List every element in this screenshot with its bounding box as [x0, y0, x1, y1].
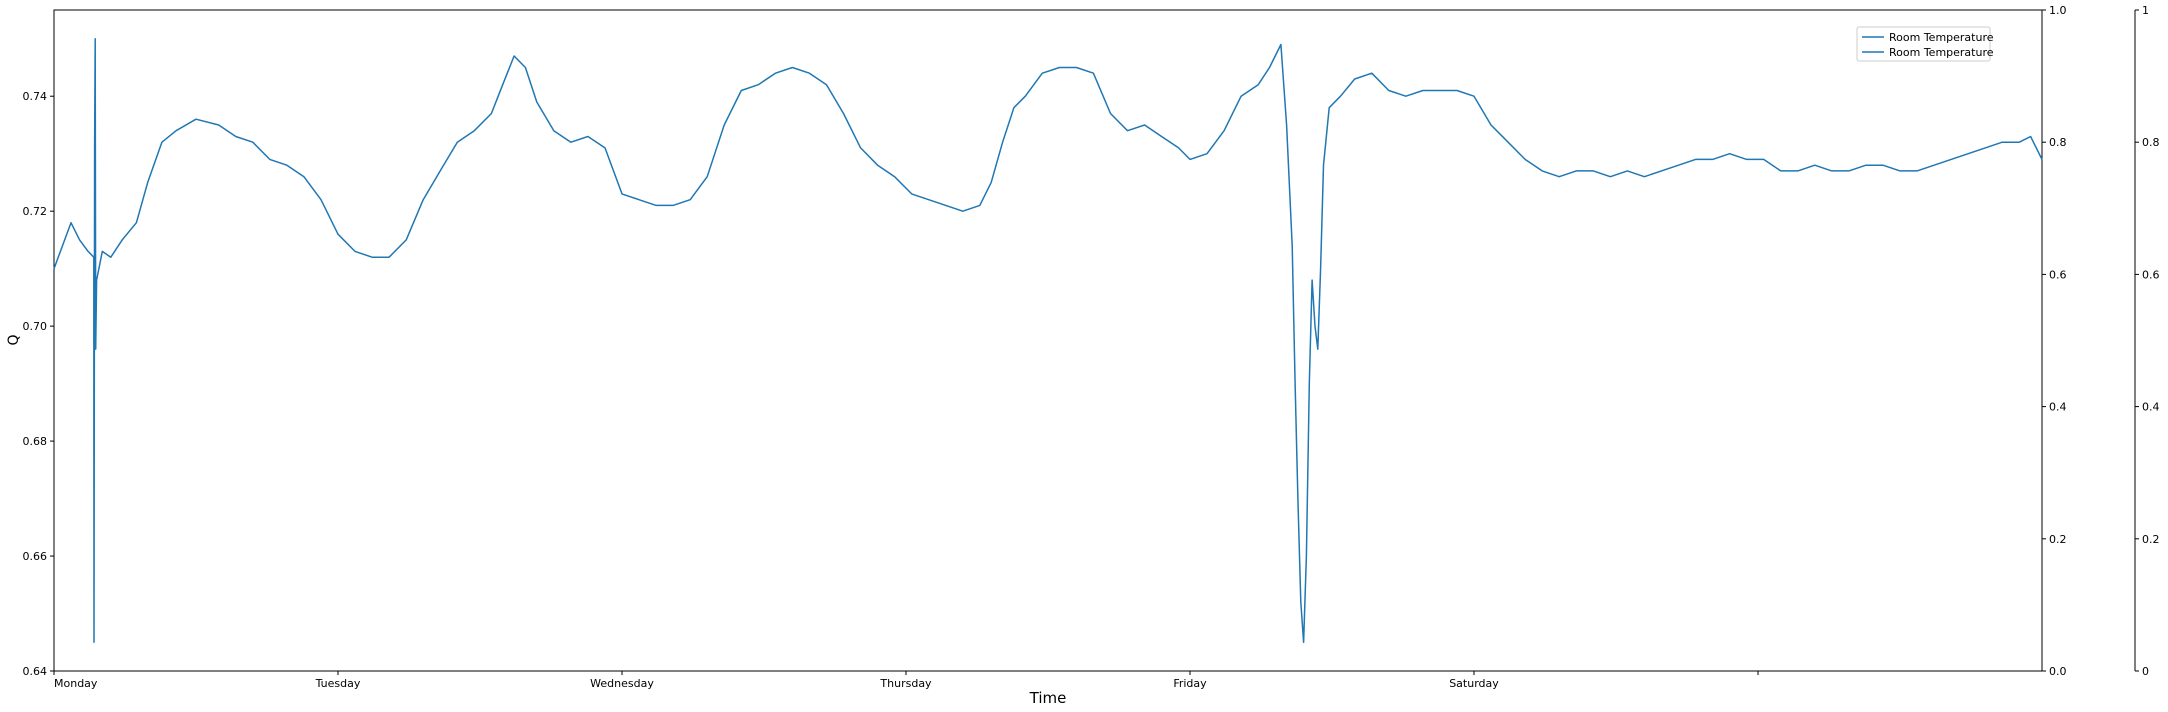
- x-axis-label: Time: [1029, 689, 1067, 707]
- right-axis-1-tick-label: 0.4: [2049, 401, 2067, 414]
- y-tick-label: 0.72: [23, 205, 48, 218]
- plot-frame: [53, 9, 2043, 672]
- plot-area: [53, 9, 2043, 672]
- y-tick-label: 0.66: [23, 550, 48, 563]
- right-axis-1-tick-label: 0.8: [2049, 136, 2067, 149]
- right-axis-2-tick-label: 1: [2142, 4, 2149, 17]
- right-axis-1-tick-label: 0.6: [2049, 268, 2067, 281]
- x-tick-label: Monday: [54, 677, 98, 690]
- y-axis-label: Q: [6, 334, 22, 345]
- y-axis-right-1: 0.0 0.2 0.4 0.6 0.8 1.0: [2042, 4, 2067, 678]
- series-layer: [53, 37, 2043, 644]
- y-axis-left: 0.64 0.66 0.68 0.70 0.72 0.74: [23, 90, 54, 678]
- y-tick-label: 0.74: [23, 90, 48, 103]
- y-axis-right-2: 0 0.2 0.4 0.6 0.8 1: [2134, 4, 2160, 678]
- right-axis-1-tick-label: 0.2: [2049, 533, 2067, 546]
- x-tick-label: Wednesday: [590, 677, 654, 690]
- right-axis-2-tick-label: 0: [2142, 665, 2149, 678]
- right-axis-2-tick-label: 0.4: [2142, 401, 2160, 414]
- right-axis-2-tick-label: 0.6: [2142, 268, 2160, 281]
- x-tick-label: Thursday: [879, 677, 932, 690]
- legend: Room Temperature Room Temperature: [1856, 26, 1994, 62]
- x-tick-label: Tuesday: [315, 677, 361, 690]
- x-tick-label: Friday: [1173, 677, 1207, 690]
- right-axis-2-tick-label: 0.8: [2142, 136, 2160, 149]
- y-tick-label: 0.64: [23, 665, 48, 678]
- legend-entry-2: Room Temperature: [1889, 46, 1994, 59]
- legend-entry-1: Room Temperature: [1889, 31, 1994, 44]
- right-axis-2-tick-label: 0.2: [2142, 533, 2160, 546]
- right-axis-1-tick-label: 1.0: [2049, 4, 2067, 17]
- x-axis: Monday Tuesday Wednesday Thursday Friday Satu…: [53, 671, 1759, 690]
- y-tick-label: 0.70: [23, 320, 48, 333]
- x-tick-label: Saturday: [1449, 677, 1499, 690]
- series-line-1: [53, 37, 2043, 644]
- y-tick-label: 0.68: [23, 435, 48, 448]
- legend-box: [1856, 26, 1991, 62]
- right-axis-1-tick-label: 0.0: [2049, 665, 2067, 678]
